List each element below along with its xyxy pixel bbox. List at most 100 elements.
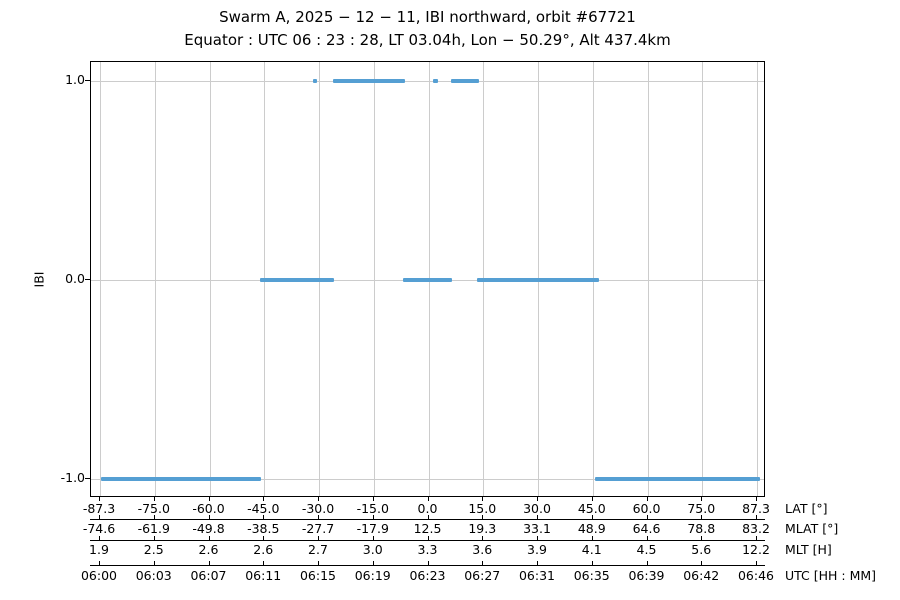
x-tick-mark-utc (208, 561, 210, 565)
x-tick-label-mlt: 1.9 (89, 542, 109, 557)
x-tick-mark-mlt (263, 536, 265, 540)
x-tick-mark-mlt (591, 536, 593, 540)
x-tick-label-utc: 06:23 (409, 568, 446, 583)
y-tick-label: 0.0 (65, 271, 85, 286)
x-tick-mark-utc (99, 561, 100, 565)
x-tick-label-lat: -75.0 (137, 501, 170, 516)
x-tick-label-lat: 87.3 (742, 501, 770, 516)
x-tick-mark-mlt (208, 536, 210, 540)
x-axis-row-line-utc (90, 565, 765, 566)
data-segment (433, 79, 438, 83)
x-tick-label-utc: 06:27 (464, 568, 501, 583)
x-tick-label-mlt: 3.0 (362, 542, 383, 557)
x-tick-mark-lat (208, 497, 210, 501)
data-segment (313, 79, 317, 83)
x-tick-label-utc: 06:03 (135, 568, 172, 583)
x-tick-mark-utc (427, 561, 429, 565)
x-tick-label-mlat: -49.8 (192, 521, 225, 536)
x-tick-label-utc: 06:31 (518, 568, 556, 583)
x-tick-mark-lat (318, 497, 319, 501)
x-tick-label-lat: -15.0 (356, 501, 389, 516)
x-tick-mark-mlat (208, 515, 210, 519)
x-tick-label-mlt: 4.5 (636, 542, 657, 557)
x-tick-mark-mlt (318, 536, 319, 540)
x-axis-unit-mlat: MLAT [°] (785, 521, 839, 536)
x-axis-unit-utc: UTC [HH : MM] (785, 568, 877, 583)
x-tick-label-mlt: 2.6 (253, 542, 274, 557)
x-tick-label-mlat: -27.7 (301, 521, 335, 536)
x-tick-mark-mlat (701, 515, 703, 519)
y-tick-label: -1.0 (60, 470, 85, 485)
x-tick-label-mlat: 64.6 (632, 521, 661, 536)
x-tick-label-utc: 06:00 (80, 568, 118, 583)
x-tick-label-lat: 30.0 (523, 501, 551, 516)
gridline-vertical (154, 62, 156, 496)
gridline-vertical (209, 62, 211, 496)
x-tick-mark-mlat (153, 515, 155, 519)
x-tick-label-mlt: 12.2 (742, 542, 770, 557)
x-tick-label-mlt: 3.3 (417, 542, 438, 557)
y-tick-label: 1.0 (65, 72, 85, 87)
data-segment (450, 79, 479, 83)
x-tick-mark-lat (701, 497, 703, 501)
x-tick-mark-utc (318, 561, 319, 565)
x-tick-mark-lat (591, 497, 593, 501)
x-tick-mark-mlt (701, 536, 703, 540)
x-tick-label-mlat: -17.9 (356, 521, 389, 536)
data-segment (595, 477, 760, 481)
x-tick-label-lat: 15.0 (468, 501, 497, 516)
y-tick-mark (85, 478, 90, 479)
x-tick-label-lat: -30.0 (301, 501, 335, 516)
chart-subtitle: Equator : UTC 06 : 23 : 28, LT 03.04h, L… (184, 31, 671, 49)
x-tick-label-lat: 75.0 (687, 501, 716, 516)
data-segment (332, 79, 405, 83)
gridline-vertical (702, 62, 704, 496)
x-axis-unit-mlt: MLT [H] (785, 542, 832, 557)
x-tick-label-mlt: 3.9 (527, 542, 547, 557)
x-tick-label-mlat: -74.6 (82, 521, 116, 536)
x-tick-mark-lat (427, 497, 429, 501)
x-tick-mark-lat (372, 497, 374, 501)
x-tick-label-mlat: 83.2 (742, 521, 770, 536)
x-tick-label-mlat: -38.5 (247, 521, 280, 536)
y-tick-mark (85, 279, 90, 280)
x-tick-label-mlat: 19.3 (468, 521, 497, 536)
x-tick-mark-lat (99, 497, 100, 501)
x-tick-mark-lat (263, 497, 265, 501)
x-tick-label-mlat: -61.9 (137, 521, 170, 536)
x-tick-mark-mlat (482, 515, 484, 519)
x-tick-label-utc: 06:42 (683, 568, 720, 583)
x-tick-mark-utc (263, 561, 265, 565)
x-tick-mark-utc (153, 561, 155, 565)
x-tick-mark-utc (701, 561, 703, 565)
x-tick-label-mlt: 4.1 (581, 542, 602, 557)
x-tick-mark-mlat (537, 515, 538, 519)
x-tick-mark-mlt (99, 536, 100, 540)
data-segment (100, 477, 262, 481)
x-tick-label-utc: 06:11 (245, 568, 282, 583)
x-axis-row-line-mlt (90, 540, 765, 541)
x-tick-mark-mlat (427, 515, 429, 519)
data-segment (402, 278, 452, 282)
x-tick-mark-lat (756, 497, 757, 501)
x-tick-label-utc: 06:35 (573, 568, 610, 583)
x-tick-mark-utc (372, 561, 374, 565)
gridline-vertical (757, 62, 758, 496)
x-tick-label-mlat: 33.1 (523, 521, 551, 536)
gridline-horizontal (91, 81, 764, 82)
gridline-vertical (100, 62, 101, 496)
gridline-vertical (647, 62, 649, 496)
y-tick-mark (85, 80, 90, 81)
x-tick-mark-mlt (372, 536, 374, 540)
x-tick-label-lat: -60.0 (192, 501, 225, 516)
x-tick-label-utc: 06:39 (628, 568, 665, 583)
x-tick-mark-lat (646, 497, 648, 501)
x-tick-mark-mlt (756, 536, 757, 540)
x-tick-label-mlt: 2.6 (198, 542, 219, 557)
x-tick-mark-mlt (537, 536, 538, 540)
x-tick-label-lat: -45.0 (247, 501, 280, 516)
x-tick-label-lat: -87.3 (82, 501, 116, 516)
x-tick-label-mlat: 78.8 (687, 521, 716, 536)
x-tick-mark-lat (153, 497, 155, 501)
data-segment (477, 278, 599, 282)
